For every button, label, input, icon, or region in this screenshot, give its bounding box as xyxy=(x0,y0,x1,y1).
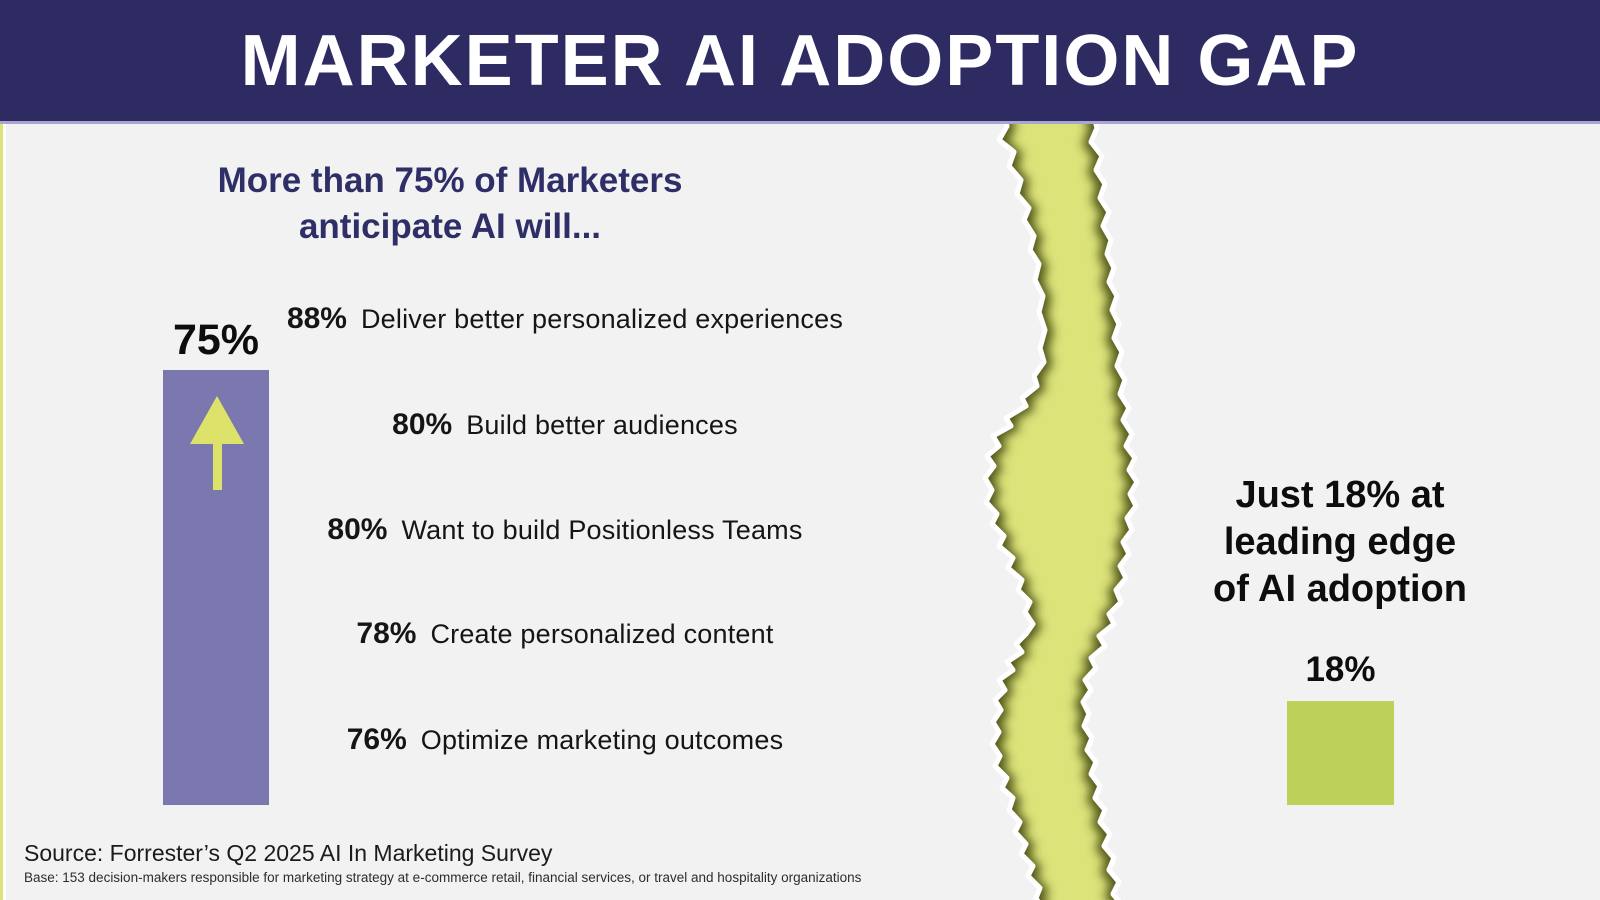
bar-75-value-label: 75% xyxy=(172,316,260,364)
stat-pct: 76% xyxy=(346,723,407,756)
stat-pct: 78% xyxy=(356,617,417,650)
right-headline-line-2: leading edge xyxy=(1223,521,1457,563)
bar-18-value-label: 18% xyxy=(1305,650,1376,689)
torn-right-cover xyxy=(1080,101,1600,900)
stat-row: 76% Optimize marketing outcomes xyxy=(235,723,895,757)
stat-pct: 80% xyxy=(392,408,453,441)
stat-row: 80% Build better audiences xyxy=(235,408,895,442)
stat-label: Optimize marketing outcomes xyxy=(420,725,784,755)
source-text: Source: Forrester’s Q2 2025 AI In Market… xyxy=(24,840,553,866)
bar-75 xyxy=(163,370,269,805)
stat-label: Create personalized content xyxy=(430,619,774,649)
base-text: Base: 153 decision-makers responsible fo… xyxy=(24,870,862,885)
stat-pct: 88% xyxy=(286,302,347,335)
left-subtitle: More than 75% of Marketers anticipate AI… xyxy=(150,158,750,250)
stat-row: 88% Deliver better personalized experienc… xyxy=(235,302,895,336)
stat-label: Build better audiences xyxy=(466,410,738,440)
stat-row: 80% Want to build Positionless Teams xyxy=(235,513,895,547)
bar-18 xyxy=(1287,701,1394,805)
left-accent-stripe xyxy=(0,124,6,900)
right-headline-line-1: Just 18% at xyxy=(1235,474,1445,516)
stat-label: Want to build Positionless Teams xyxy=(401,515,803,545)
stat-row: 78% Create personalized content xyxy=(235,617,895,651)
subtitle-line-2: anticipate AI will... xyxy=(298,207,602,246)
stat-label: Deliver better personalized experiences xyxy=(360,304,844,334)
page-title: MARKETER AI ADOPTION GAP xyxy=(240,20,1360,101)
header-bar: MARKETER AI ADOPTION GAP xyxy=(0,0,1600,124)
stat-pct: 80% xyxy=(327,513,388,546)
subtitle-line-1: More than 75% of Marketers xyxy=(217,161,683,200)
right-headline: Just 18% at leading edge of AI adoption xyxy=(1183,472,1497,613)
arrow-up-icon xyxy=(190,396,244,490)
right-headline-line-3: of AI adoption xyxy=(1213,568,1467,610)
